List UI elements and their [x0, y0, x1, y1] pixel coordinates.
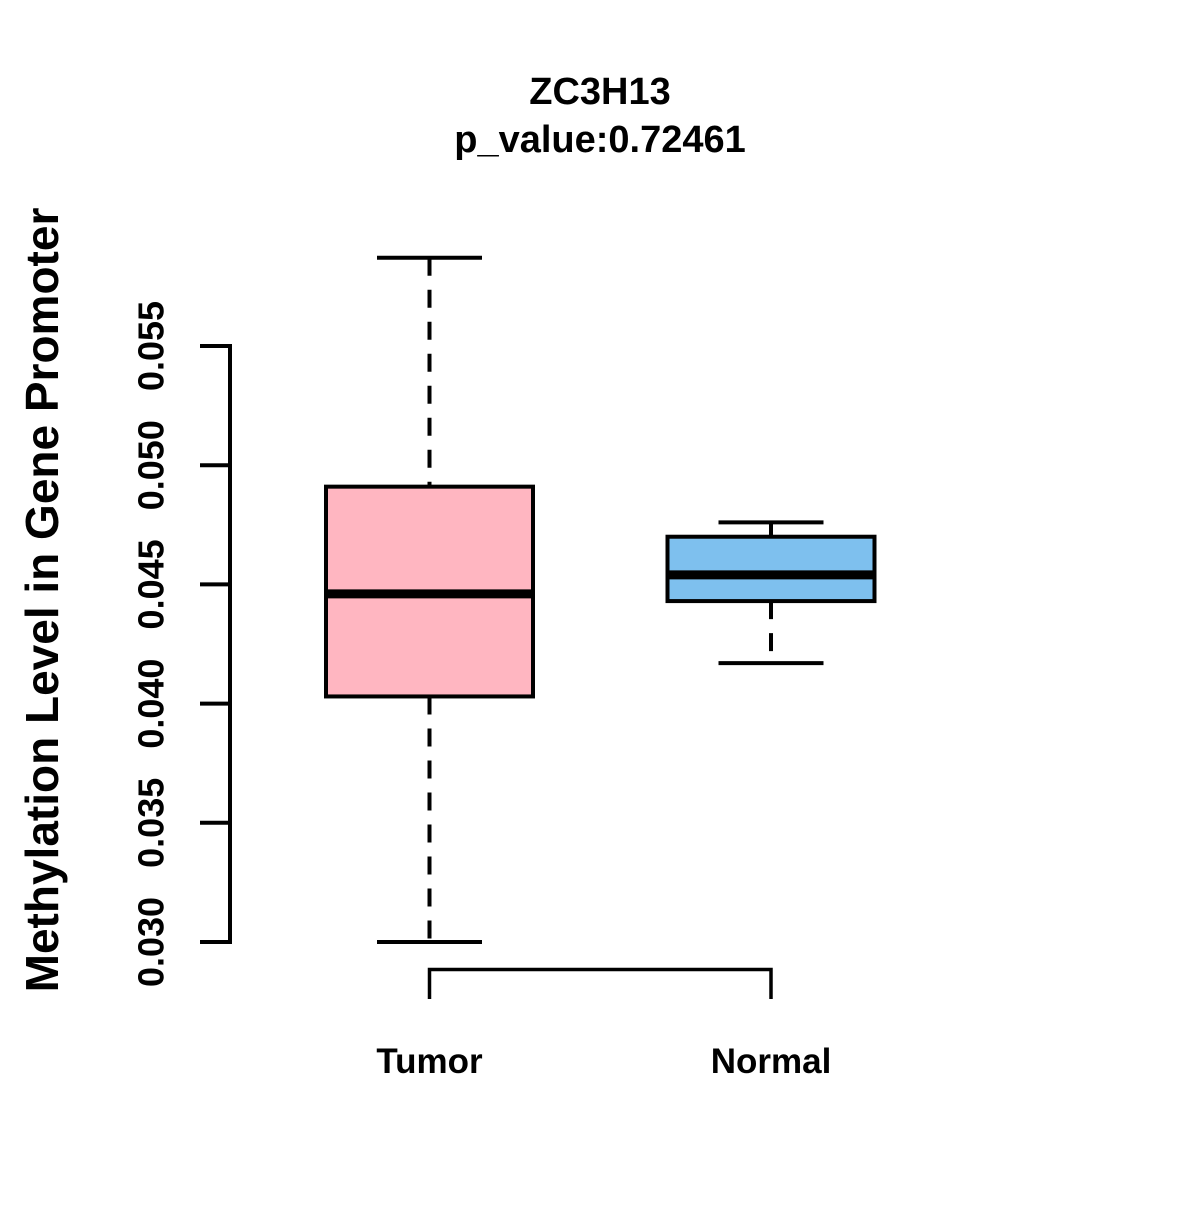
tumor-box-group — [324, 255, 535, 944]
y-axis-label: Methylation Level in Gene Promoter — [16, 208, 68, 993]
x-axis-bracket — [427, 967, 773, 999]
chart-title: ZC3H13 — [529, 71, 671, 113]
y-axis-tick-label: 0.055 — [131, 301, 172, 391]
y-axis-tick-label: 0.035 — [131, 778, 172, 868]
chart-subtitle-pvalue: p_value:0.72461 — [454, 119, 746, 161]
y-axis: 0.030 0.035 0.040 0.045 0.050 0.055 — [131, 301, 232, 987]
x-axis-bracket-path — [427, 967, 773, 999]
category-label-tumor: Tumor — [376, 1042, 483, 1081]
y-axis-tick-label: 0.040 — [131, 659, 172, 749]
category-label-normal: Normal — [711, 1042, 832, 1081]
normal-box-group — [665, 520, 877, 666]
box-series — [324, 255, 877, 944]
y-axis-tick-label: 0.050 — [131, 420, 172, 510]
y-axis-tick-label: 0.045 — [131, 539, 172, 629]
normal-iqr-box — [665, 534, 877, 604]
y-axis-tick-label: 0.030 — [131, 897, 172, 987]
